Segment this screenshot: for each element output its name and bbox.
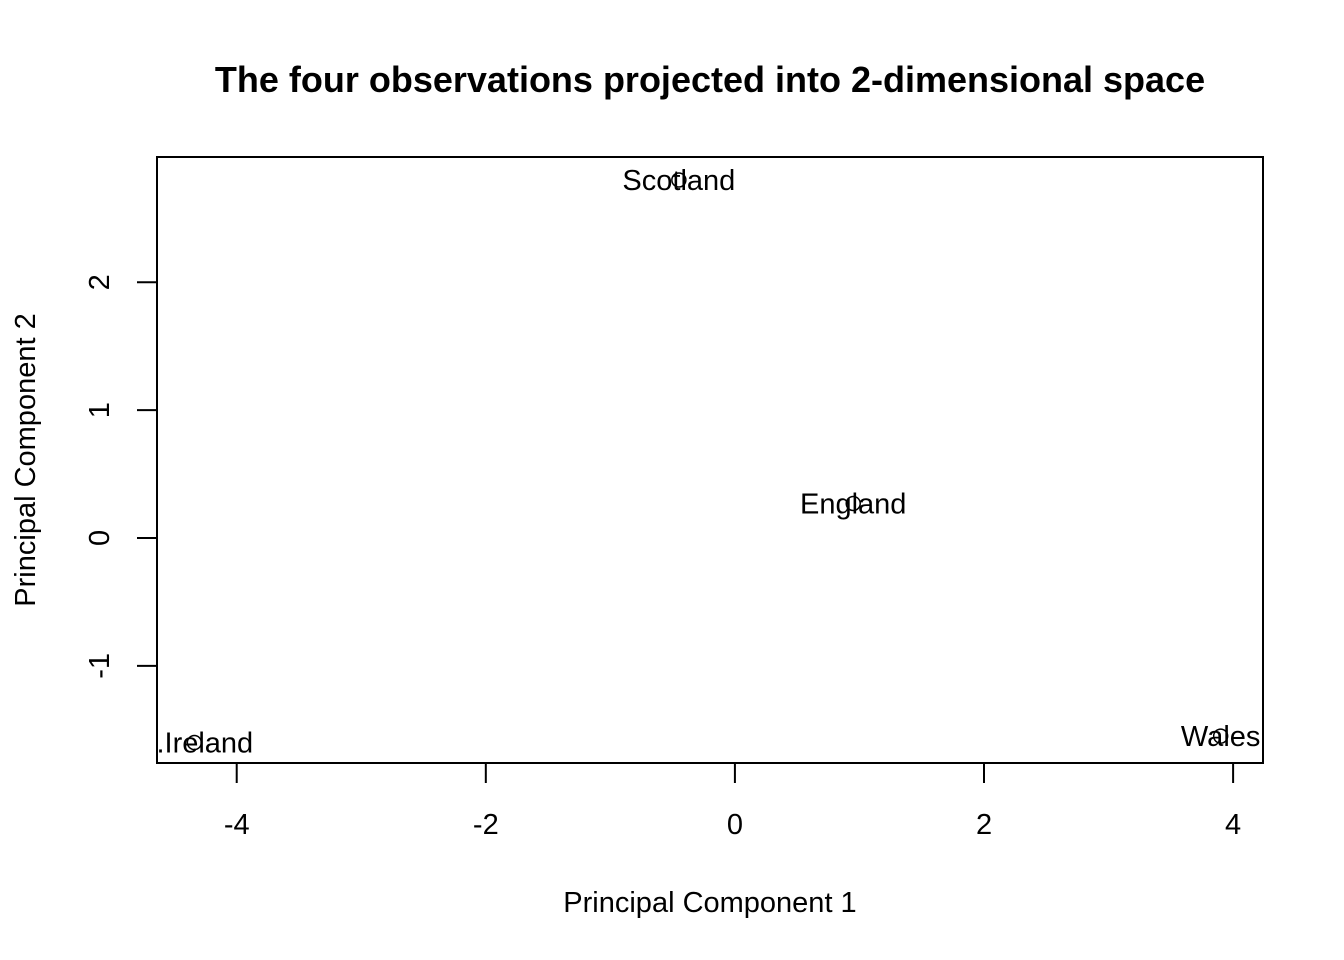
data-point-marker [186, 734, 203, 751]
x-tick-label: 0 [727, 809, 743, 841]
y-tick-label: 1 [84, 402, 116, 418]
data-points: England Wales Scotland N.Ireland [136, 165, 1261, 760]
x-tick-label: -2 [473, 809, 499, 841]
data-point-label: Wales [1181, 721, 1261, 753]
data-point-label: N.Ireland [136, 728, 254, 760]
y-tick-label: 2 [84, 274, 116, 290]
plot-frame [156, 156, 1264, 764]
data-point-marker [845, 495, 861, 512]
data-point-marker [671, 172, 687, 188]
y-tick-label: -1 [84, 653, 116, 679]
data-point-label: England [800, 488, 906, 520]
x-tick-label: 4 [1225, 809, 1241, 841]
chart-title: The four observations projected into 2-d… [215, 59, 1205, 100]
x-tick-label: 2 [976, 809, 992, 841]
data-point-label: Scotland [622, 165, 735, 197]
x-tick-label: -4 [224, 809, 250, 841]
y-tick-label: 0 [84, 530, 116, 546]
data-point-marker [1212, 728, 1229, 744]
x-axis: -4 -2 0 2 4 [224, 762, 1241, 841]
x-axis-label: Principal Component 1 [563, 887, 856, 919]
y-axis-label: Principal Component 2 [10, 313, 42, 606]
y-axis: -1 0 1 2 [84, 274, 158, 679]
